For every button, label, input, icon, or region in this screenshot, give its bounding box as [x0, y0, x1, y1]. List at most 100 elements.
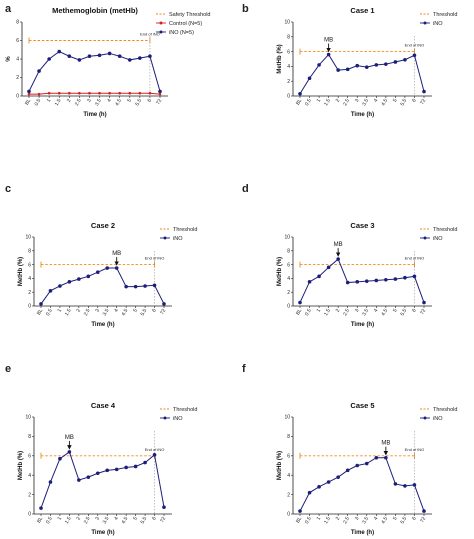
data-point: [78, 91, 81, 95]
x-tick-label: 6: [147, 98, 154, 104]
end-of-ino-label: End of iNO: [405, 447, 425, 452]
x-tick-label: BL: [36, 516, 44, 524]
legend-threshold-label: Threshold: [433, 227, 457, 233]
legend-series-marker: [159, 30, 163, 34]
data-point: [48, 289, 53, 293]
y-tick-label: 2: [28, 492, 31, 498]
x-tick-label: 1.5: [64, 308, 73, 317]
x-tick-label: 2: [335, 516, 342, 522]
y-tick-label: 0: [16, 94, 19, 100]
data-point: [403, 484, 407, 488]
y-tick-label: 0: [28, 304, 31, 310]
x-tick-label: 1: [316, 516, 323, 522]
x-tick-label: 5: [132, 308, 139, 314]
legend-threshold-label: Threshold: [173, 407, 197, 413]
x-tick-label: 3: [94, 308, 101, 314]
data-point: [67, 280, 72, 284]
data-point: [58, 456, 62, 461]
legend-series-label: iNO: [433, 416, 443, 422]
y-tick-label: 8: [28, 434, 31, 440]
x-tick-label: 5: [392, 516, 399, 522]
chart-title: Case 5: [350, 401, 374, 410]
data-point: [152, 453, 157, 457]
x-tick-label: 4: [373, 516, 380, 522]
data-point: [336, 68, 340, 72]
x-tick-label: 5: [132, 516, 139, 522]
x-tick-label: BL: [295, 516, 303, 524]
data-point: [114, 266, 119, 270]
data-point: [88, 91, 91, 95]
legend-series-marker: [159, 21, 163, 25]
chart-title: Case 3: [350, 221, 374, 230]
data-point: [384, 455, 388, 460]
x-tick-label: 5.5: [399, 516, 408, 525]
data-point: [67, 54, 72, 59]
data-point: [326, 480, 331, 484]
x-axis-title: Time (h): [91, 322, 114, 328]
legend-series-label: iNO: [173, 236, 183, 242]
x-tick-label: 2: [66, 98, 73, 104]
data-point: [336, 257, 340, 261]
data-point: [412, 274, 417, 279]
x-tick-label: 0.5: [304, 98, 313, 107]
data-point: [124, 465, 128, 470]
data-point: [364, 279, 369, 283]
legend-series-label: iNO: [173, 416, 183, 422]
data-point: [133, 284, 138, 289]
y-tick-label: 6: [16, 38, 19, 44]
panel-letter: e: [5, 363, 11, 375]
data-point: [48, 480, 53, 484]
y-axis-title: MetHb (%): [277, 257, 283, 286]
data-point: [403, 57, 407, 62]
series-line: [29, 92, 161, 95]
y-tick-label: 6: [287, 454, 290, 460]
legend-threshold-label: Safety Threshold: [169, 12, 210, 18]
data-point: [393, 482, 398, 486]
x-tick-label: 2.5: [342, 98, 351, 107]
data-point: [162, 302, 166, 306]
data-point: [39, 506, 43, 510]
data-point: [307, 280, 312, 284]
data-point: [317, 63, 321, 67]
x-tick-label: 2.5: [342, 308, 351, 317]
y-tick-label: 2: [28, 290, 31, 296]
y-tick-label: 10: [25, 415, 31, 421]
x-tick-label: 4: [373, 98, 380, 104]
x-tick-label: 2: [75, 308, 82, 314]
data-point: [86, 274, 91, 279]
data-point: [384, 62, 388, 66]
x-axis-title: Time (h): [351, 112, 374, 118]
data-point: [128, 91, 132, 95]
x-tick-label: 1.5: [323, 516, 332, 525]
data-point: [105, 266, 110, 270]
x-tick-label: 3.5: [94, 98, 103, 107]
legend-series-label: iNO (N=5): [169, 30, 194, 36]
data-point: [422, 509, 426, 513]
x-tick-label: 1: [57, 308, 64, 314]
x-axis-title: Time (h): [351, 322, 374, 328]
legend-series-marker: [423, 21, 427, 25]
data-point: [307, 76, 312, 81]
legend-threshold-label: Threshold: [433, 407, 457, 413]
y-tick-label: 8: [28, 249, 31, 255]
x-tick-label: 2.5: [74, 98, 83, 107]
data-point: [148, 54, 152, 59]
x-tick-label: 2: [335, 98, 342, 104]
x-tick-label: 2.5: [83, 308, 92, 317]
legend-series-marker: [423, 236, 427, 240]
y-axis-title: MetHb (%): [18, 451, 24, 480]
data-point: [393, 60, 398, 64]
x-tick-label: 1.5: [54, 98, 63, 107]
x-tick-label: 72: [419, 98, 427, 106]
y-tick-label: 8: [287, 249, 290, 255]
data-point: [162, 505, 166, 510]
y-axis-title: MetHb (%): [277, 451, 283, 480]
data-point: [57, 91, 61, 95]
end-of-ino-label: End of iNO: [145, 447, 165, 452]
x-tick-label: 4: [113, 516, 120, 522]
data-point: [364, 65, 369, 69]
x-tick-label: 3.5: [361, 98, 370, 107]
